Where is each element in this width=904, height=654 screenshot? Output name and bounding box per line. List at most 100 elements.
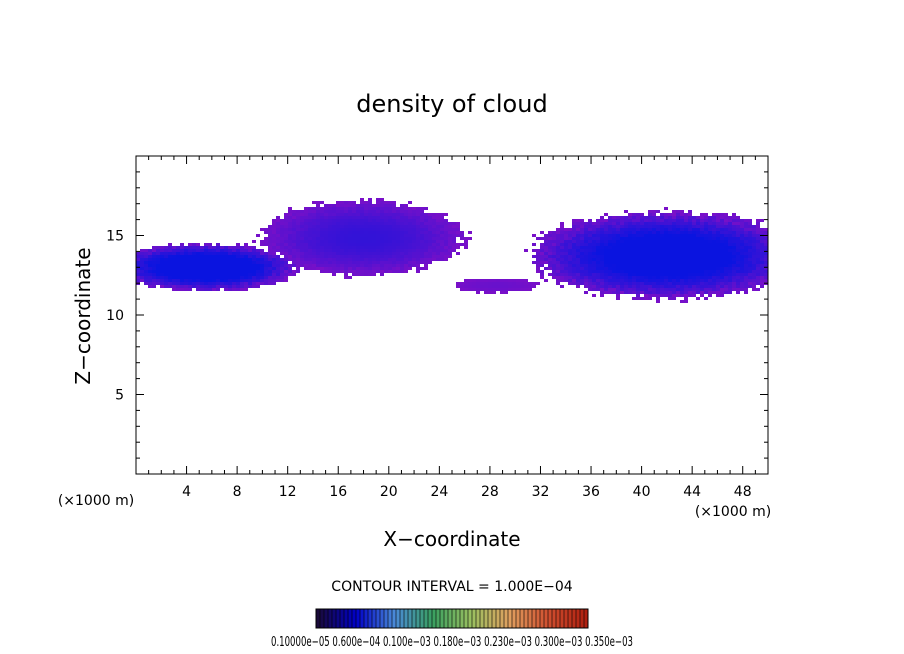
cloud-cell bbox=[620, 285, 624, 288]
cloud-cell bbox=[652, 237, 656, 240]
cloud-cell bbox=[612, 270, 616, 273]
cloud-cell bbox=[316, 246, 320, 249]
cloud-cell bbox=[444, 228, 448, 231]
cloud-cell bbox=[744, 261, 748, 264]
cloud-cell bbox=[660, 255, 664, 258]
cloud-cell bbox=[276, 243, 280, 246]
cloud-cell bbox=[180, 252, 184, 255]
cloud-cell bbox=[304, 252, 308, 255]
cloud-cell bbox=[396, 225, 400, 228]
cloud-cell bbox=[304, 216, 308, 219]
cloud-cell bbox=[592, 288, 596, 291]
cloud-cell bbox=[524, 249, 528, 252]
cloud-cell bbox=[572, 243, 576, 246]
cloud-cell bbox=[680, 270, 684, 273]
cloud-cell bbox=[140, 252, 144, 255]
cloud-cell bbox=[628, 255, 632, 258]
cloud-cell bbox=[344, 222, 348, 225]
cloud-cell bbox=[168, 243, 172, 246]
cloud-cell bbox=[404, 210, 408, 213]
cloud-cell bbox=[716, 291, 720, 294]
cloud-cell bbox=[328, 243, 332, 246]
cloud-cell bbox=[428, 219, 432, 222]
cloud-cell bbox=[716, 231, 720, 234]
cloud-cell bbox=[648, 270, 652, 273]
cloud-cell bbox=[448, 222, 452, 225]
cloud-cell bbox=[632, 261, 636, 264]
cloud-cell bbox=[664, 231, 668, 234]
cloud-cell bbox=[724, 282, 728, 285]
cloud-cell bbox=[320, 216, 324, 219]
cloud-cell bbox=[568, 234, 572, 237]
cloud-cell bbox=[720, 279, 724, 282]
cloud-cell bbox=[312, 267, 316, 270]
cloud-cell bbox=[684, 267, 688, 270]
cloud-cell bbox=[608, 258, 612, 261]
cloud-cell bbox=[260, 228, 264, 231]
cloud-cell bbox=[656, 285, 660, 288]
cloud-cell bbox=[164, 261, 168, 264]
cloud-cell bbox=[408, 210, 412, 213]
cloud-cell bbox=[760, 279, 764, 282]
cloud-cell bbox=[652, 264, 656, 267]
cloud-cell bbox=[676, 240, 680, 243]
cloud-cell bbox=[636, 216, 640, 219]
cloud-cell bbox=[556, 240, 560, 243]
cloud-cell bbox=[444, 213, 448, 216]
cloud-cell bbox=[368, 198, 372, 201]
cloud-cell bbox=[696, 237, 700, 240]
cloud-cell bbox=[364, 231, 368, 234]
cloud-cell bbox=[436, 243, 440, 246]
cloud-cell bbox=[284, 273, 288, 276]
cloud-cell bbox=[580, 246, 584, 249]
cloud-cell bbox=[660, 216, 664, 219]
cloud-cell bbox=[496, 288, 500, 291]
cloud-cell bbox=[744, 222, 748, 225]
cloud-cell bbox=[704, 255, 708, 258]
cloud-cell bbox=[304, 267, 308, 270]
cloud-cell bbox=[560, 285, 564, 288]
cloud-cell bbox=[564, 258, 568, 261]
cloud-cell bbox=[712, 270, 716, 273]
cloud-cell bbox=[368, 207, 372, 210]
cloud-cell bbox=[588, 243, 592, 246]
cloud-cell bbox=[176, 252, 180, 255]
cloud-cell bbox=[644, 222, 648, 225]
cloud-cell bbox=[304, 225, 308, 228]
cloud-cell bbox=[320, 237, 324, 240]
cloud-cell bbox=[352, 273, 356, 276]
cloud-cell bbox=[756, 270, 760, 273]
cloud-cell bbox=[624, 273, 628, 276]
cloud-cell bbox=[380, 252, 384, 255]
cloud-cell bbox=[284, 264, 288, 267]
cloud-cell bbox=[644, 216, 648, 219]
cloud-cell bbox=[636, 273, 640, 276]
cloud-cell bbox=[696, 297, 700, 300]
cloud-cell bbox=[372, 252, 376, 255]
cloud-cell bbox=[332, 243, 336, 246]
cloud-cell bbox=[668, 234, 672, 237]
cloud-cell bbox=[704, 225, 708, 228]
cloud-cell bbox=[328, 219, 332, 222]
cloud-cell bbox=[352, 240, 356, 243]
cloud-cell bbox=[392, 237, 396, 240]
cloud-cell bbox=[380, 273, 384, 276]
cloud-cell bbox=[592, 270, 596, 273]
cloud-cell bbox=[564, 273, 568, 276]
cloud-cell bbox=[700, 270, 704, 273]
cloud-cell bbox=[464, 279, 468, 282]
cloud-cell bbox=[720, 243, 724, 246]
cloud-cell bbox=[612, 243, 616, 246]
cloud-cell bbox=[604, 261, 608, 264]
cloud-cell bbox=[336, 240, 340, 243]
cloud-cell bbox=[400, 243, 404, 246]
cloud-cell bbox=[572, 249, 576, 252]
cloud-cell bbox=[552, 231, 556, 234]
cloud-cell bbox=[404, 222, 408, 225]
cloud-cell bbox=[252, 249, 256, 252]
cloud-cell bbox=[324, 207, 328, 210]
cloud-cell bbox=[728, 255, 732, 258]
cloud-cell bbox=[168, 282, 172, 285]
cloud-cell bbox=[620, 273, 624, 276]
cloud-cell bbox=[656, 270, 660, 273]
